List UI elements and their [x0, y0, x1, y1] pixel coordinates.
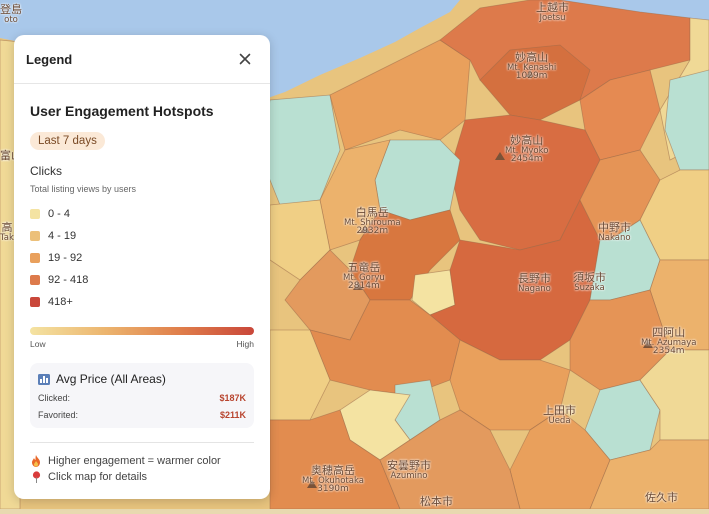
pin-icon: [30, 471, 42, 483]
metric-subtitle: Total listing views by users: [30, 184, 137, 194]
avg-price-card: Avg Price (All Areas) Clicked: $187K Fav…: [30, 363, 254, 428]
legend-bin: 418+: [30, 291, 254, 313]
legend-bin: 92 - 418: [30, 269, 254, 291]
price-row-value: $187K: [219, 393, 246, 403]
divider: [30, 442, 254, 443]
price-row-label: Favorited:: [38, 410, 79, 420]
legend-panel: Legend User Engagement Hotspots Last 7 d…: [14, 35, 270, 499]
color-swatch: [30, 209, 40, 219]
region[interactable]: [429, 199, 601, 361]
footer-text: Click map for details: [48, 471, 148, 483]
price-row-value: $211K: [219, 410, 246, 420]
metric-title: Clicks: [30, 164, 62, 178]
legend-bin: 4 - 19: [30, 225, 254, 247]
section-title: User Engagement Hotspots: [30, 103, 214, 119]
color-swatch: [30, 275, 40, 285]
legend-title: Legend: [26, 51, 73, 67]
color-swatch: [30, 253, 40, 263]
bin-label: 92 - 418: [48, 274, 89, 286]
region[interactable]: [269, 329, 331, 421]
region[interactable]: [639, 349, 709, 441]
footer-line: Click map for details: [30, 469, 254, 485]
fire-icon: [30, 455, 42, 467]
price-row-label: Clicked:: [38, 393, 71, 403]
footer-line: Higher engagement = warmer color: [30, 453, 254, 469]
color-swatch: [30, 297, 40, 307]
sea-area: [560, 0, 709, 20]
bar-chart-icon: [38, 373, 50, 385]
bin-label: 19 - 92: [48, 252, 83, 264]
bin-label: 0 - 4: [48, 208, 71, 220]
price-row-clicked: Clicked: $187K: [38, 393, 246, 403]
close-icon: [239, 53, 251, 65]
bin-label: 4 - 19: [48, 230, 77, 242]
footer-text: Higher engagement = warmer color: [48, 455, 221, 467]
price-row-favorited: Favorited: $211K: [38, 410, 246, 420]
region[interactable]: [374, 139, 461, 221]
legend-header: Legend: [14, 35, 270, 84]
bin-label: 418+: [48, 296, 73, 308]
region[interactable]: [319, 139, 391, 251]
legend-bin: 0 - 4: [30, 203, 254, 225]
time-range-badge: Last 7 days: [30, 132, 105, 150]
gradient-low-label: Low: [30, 339, 46, 349]
legend-body: User Engagement Hotspots Last 7 days Cli…: [14, 103, 270, 485]
color-swatch: [30, 231, 40, 241]
legend-bin: 19 - 92: [30, 247, 254, 269]
price-card-title: Avg Price (All Areas): [38, 372, 246, 386]
gradient-bar: [30, 327, 254, 335]
legend-bins: 0 - 4 4 - 19 19 - 92 92 - 418 418+: [30, 203, 254, 313]
peak-markers: [307, 70, 653, 488]
gradient-high-label: High: [236, 339, 254, 349]
close-button[interactable]: [234, 48, 256, 70]
price-card-title-text: Avg Price (All Areas): [56, 372, 166, 386]
gradient-labels: Low High: [30, 339, 254, 349]
legend-footer: Higher engagement = warmer color Click m…: [30, 453, 254, 485]
